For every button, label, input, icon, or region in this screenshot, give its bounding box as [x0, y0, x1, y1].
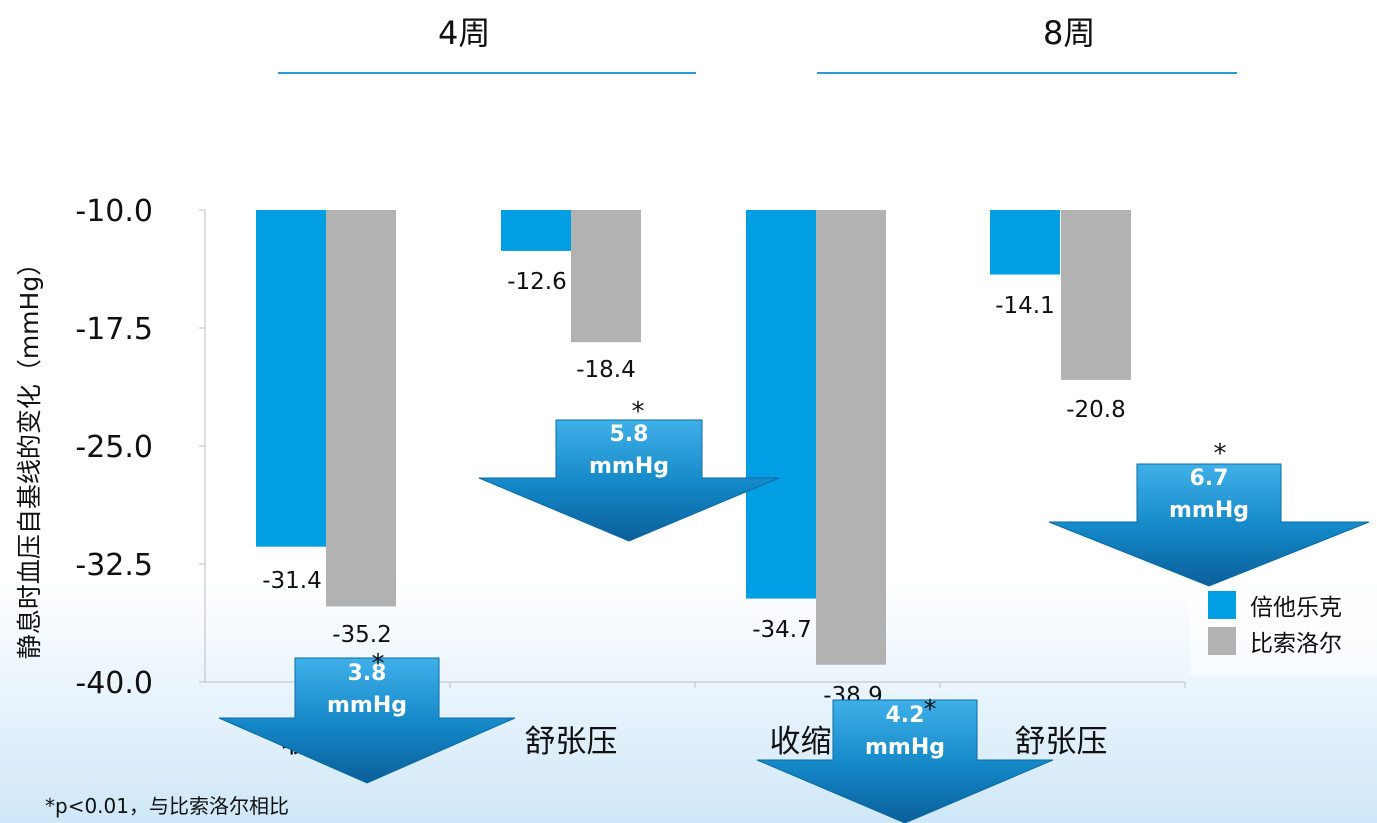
legend-item-bisoprolol: 比索洛尔 [1208, 626, 1342, 657]
legend-swatch-metoprolol [1208, 591, 1236, 619]
category-label: 舒张压 [1015, 724, 1108, 760]
significance-footnote: *p<0.01，与比索洛尔相比 [45, 794, 289, 818]
legend-label-bisoprolol: 比索洛尔 [1250, 631, 1342, 657]
difference-arrow [1048, 463, 1370, 587]
data-label-metoprolol: -12.6 [507, 269, 567, 295]
y-tick-label: -10.0 [75, 194, 153, 229]
bar-metoprolol [501, 210, 571, 251]
period-4-weeks-divider [278, 72, 696, 74]
bar-metoprolol [746, 210, 816, 599]
data-label-metoprolol: -34.7 [752, 617, 812, 643]
significance-asterisk: * [632, 397, 645, 427]
legend-item-metoprolol: 倍他乐克 [1208, 590, 1342, 621]
significance-asterisk: * [1214, 439, 1227, 469]
data-label-metoprolol: -31.4 [262, 568, 322, 594]
difference-label: 3.8 [348, 661, 387, 686]
difference-label: 6.7 [1190, 466, 1229, 491]
difference-label: mmHg [865, 735, 945, 760]
difference-arrow [756, 699, 1054, 823]
bar-bisoprolol [816, 210, 886, 665]
y-tick-label: -40.0 [75, 666, 153, 701]
difference-label: 5.8 [610, 422, 649, 447]
period-4-weeks-label: 4周 [438, 14, 491, 52]
legend-label-metoprolol: 倍他乐克 [1250, 595, 1342, 621]
data-label-bisoprolol: -35.2 [332, 622, 392, 648]
y-axis-title: 静息时血压自基线的变化（mmHg） [15, 251, 44, 659]
significance-asterisk: * [372, 649, 385, 679]
bar-bisoprolol [326, 210, 396, 607]
data-label-metoprolol: -14.1 [995, 293, 1055, 319]
bar-metoprolol [990, 210, 1060, 275]
significance-asterisk: * [924, 695, 937, 725]
difference-label: mmHg [1169, 498, 1249, 523]
category-label: 舒张压 [525, 724, 618, 760]
difference-label: mmHg [589, 454, 669, 479]
period-8-weeks-divider [817, 72, 1237, 74]
bar-bisoprolol [1061, 210, 1131, 380]
difference-arrow [218, 657, 516, 784]
data-label-bisoprolol: -18.4 [576, 357, 636, 383]
bar-bisoprolol [571, 210, 641, 343]
y-tick-label: -17.5 [75, 312, 153, 347]
difference-arrow [478, 419, 780, 542]
difference-label: mmHg [327, 693, 407, 718]
y-tick-label: -32.5 [75, 548, 153, 583]
difference-label: 4.2 [886, 703, 925, 728]
period-8-weeks-label: 8周 [1043, 14, 1096, 52]
chart-legend: 倍他乐克 比索洛尔 [1190, 587, 1377, 675]
legend-swatch-bisoprolol [1208, 627, 1236, 655]
bar-metoprolol [256, 210, 326, 547]
data-label-bisoprolol: -20.8 [1066, 397, 1126, 423]
y-tick-label: -25.0 [75, 430, 153, 465]
